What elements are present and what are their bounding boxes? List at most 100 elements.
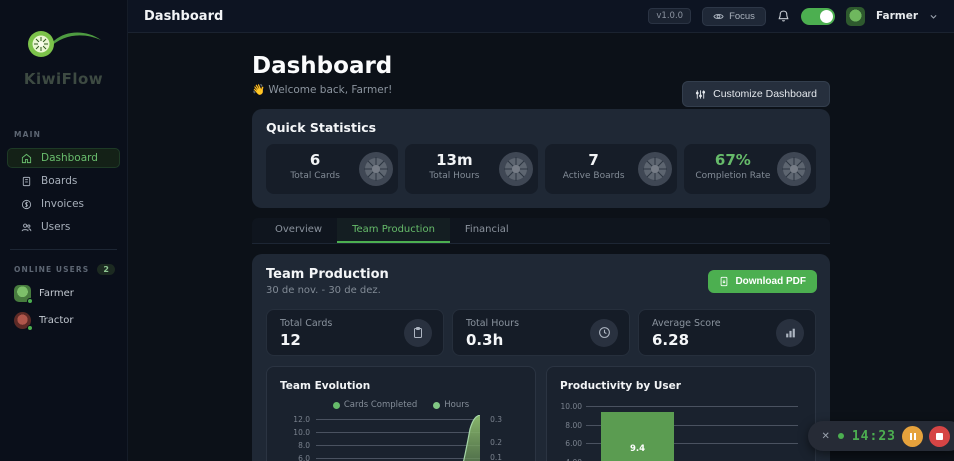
card-label: Total Hours: [466, 318, 520, 329]
invoice-icon: [21, 199, 32, 209]
brand-logo: KiwiFlow: [0, 0, 127, 88]
kiwi-icon: [498, 152, 533, 186]
sidebar-item-label: Dashboard: [41, 152, 98, 164]
download-pdf-label: Download PDF: [735, 276, 806, 287]
kiwi-icon: [777, 152, 811, 186]
card-label: Average Score: [652, 318, 721, 329]
card-total-hours: Total Hours 0.3h: [452, 309, 630, 356]
y-tick: 4.00: [560, 458, 582, 461]
quick-statistics-title: Quick Statistics: [266, 120, 377, 135]
sidebar-item-label: Invoices: [41, 198, 85, 210]
online-user-tractor[interactable]: Tractor: [0, 312, 127, 331]
productivity-chart: Productivity by User 10.00 8.00 6.00 4.0…: [546, 366, 816, 461]
sidebar-item-invoices[interactable]: Invoices: [7, 194, 120, 214]
user-avatar[interactable]: [845, 6, 865, 26]
legend-dot-hours: [433, 401, 441, 409]
team-production-title: Team Production: [266, 267, 389, 282]
online-user-name: Tractor: [39, 315, 74, 326]
card-value: 0.3h: [466, 331, 504, 349]
tractor-avatar: [14, 312, 33, 331]
sidebar-item-boards[interactable]: Boards: [7, 171, 120, 191]
main-content: Dashboard 👋 Welcome back, Farmer! Custom…: [128, 33, 954, 461]
brand-name: KiwiFlow: [23, 70, 104, 88]
sidebar-section-main: MAIN: [14, 130, 42, 139]
card-value: 12: [280, 331, 301, 349]
download-pdf-button[interactable]: Download PDF: [708, 270, 817, 293]
date-range: 30 de nov. - 30 de dez.: [266, 285, 381, 296]
kiwi-icon: [637, 152, 672, 186]
online-user-name: Farmer: [39, 288, 74, 299]
y-tick: 6.00: [565, 439, 582, 448]
team-evolution-chart: Team Evolution Cards Completed Hours 12.…: [266, 366, 536, 461]
team-production-card: Team Production 30 de nov. - 30 de dez. …: [252, 254, 830, 461]
online-dot: [27, 325, 33, 331]
sidebar-item-label: Users: [41, 221, 71, 233]
stop-button[interactable]: [929, 425, 950, 447]
card-label: Total Cards: [280, 318, 333, 329]
eye-icon: [713, 13, 724, 19]
stat-label: Total Hours: [429, 171, 480, 181]
topbar-title: Dashboard: [144, 8, 224, 24]
tab-financial[interactable]: Financial: [464, 224, 509, 235]
notifications-button[interactable]: [777, 9, 790, 23]
clipboard-icon: [404, 318, 432, 347]
y-tick: 10.00: [560, 402, 582, 411]
page-title: Dashboard: [252, 53, 393, 79]
y-tick-right: 0.1: [490, 453, 502, 461]
sidebar-item-dashboard[interactable]: Dashboard: [7, 148, 120, 168]
bar-plot: 10.00 8.00 6.00 4.00 9.4: [560, 402, 802, 461]
wave-emoji: 👋: [252, 84, 266, 96]
tab-bar: Overview Team Production Financial: [252, 218, 830, 244]
clock-icon: [590, 318, 618, 347]
stat-value: 6: [309, 151, 321, 169]
chevron-down-icon[interactable]: [929, 12, 938, 21]
y-tick-right: 0.3: [490, 415, 502, 424]
theme-toggle[interactable]: [800, 7, 835, 25]
pause-icon: [909, 432, 916, 440]
farmer-avatar: [14, 285, 33, 304]
kiwi-logo-icon: [27, 31, 101, 57]
stat-tile-total-cards: 6 Total Cards: [266, 144, 399, 194]
y-tick: 8.0: [298, 441, 310, 450]
stat-label: Total Cards: [290, 171, 340, 181]
board-icon: [22, 176, 31, 186]
version-badge: v1.0.0: [648, 8, 692, 24]
legend-label: Cards Completed: [343, 400, 418, 410]
online-users-label: ONLINE USERS: [14, 265, 90, 274]
stat-tile-active-boards: 7 Active Boards: [544, 144, 677, 194]
online-dot: [27, 298, 33, 304]
customize-label: Customize Dashboard: [713, 88, 817, 100]
bar-value-label: 9.4: [629, 444, 646, 455]
chart-legend: Cards Completed Hours: [280, 400, 522, 410]
sidebar-item-users[interactable]: Users: [7, 217, 120, 237]
online-user-farmer[interactable]: Farmer: [0, 285, 127, 304]
kiwi-icon: [359, 152, 394, 186]
y-tick: 8.00: [565, 420, 582, 430]
close-icon[interactable]: ✕: [821, 430, 830, 442]
y-tick: 12.0: [293, 415, 310, 424]
download-icon: [721, 276, 728, 287]
customize-dashboard-button[interactable]: Customize Dashboard: [682, 81, 830, 107]
stop-icon: [936, 432, 943, 440]
focus-label: Focus: [729, 10, 755, 22]
tab-overview[interactable]: Overview: [275, 224, 323, 235]
stat-value: 67%: [714, 151, 751, 169]
user-name: Farmer: [875, 10, 918, 22]
pause-button[interactable]: [902, 425, 923, 447]
topbar: Dashboard v1.0.0 Focus Farmer: [128, 0, 954, 33]
sidebar: KiwiFlow MAIN Dashboard Boards Invoices …: [0, 0, 128, 461]
legend-label: Hours: [444, 400, 470, 410]
tab-team-production[interactable]: Team Production: [337, 218, 450, 243]
area-plot: 12.0 10.0 8.0 6.0 4.0 0.3 0.2 0.1 Cards …: [280, 415, 522, 461]
home-icon: [21, 153, 32, 163]
bar-user-1: 9.4: [601, 412, 674, 461]
chart-title: Team Evolution: [280, 380, 371, 392]
bar-chart-icon: [776, 318, 804, 347]
timer-active-dot: [837, 433, 844, 439]
online-count-badge: 2: [97, 264, 115, 275]
welcome-text: 👋 Welcome back, Farmer!: [252, 84, 393, 96]
focus-button[interactable]: Focus: [702, 6, 766, 26]
bell-icon: [778, 10, 789, 22]
stat-tile-total-hours: 13m Total Hours: [405, 144, 538, 194]
timer-widget: ✕ 14:23: [808, 421, 954, 451]
